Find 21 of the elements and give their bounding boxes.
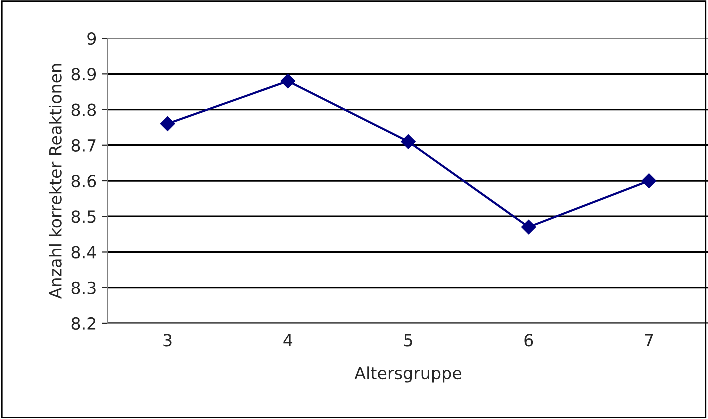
y-axis-title: Anzahl korrekter Reaktionen: [49, 64, 62, 299]
x-axis-title: Altersgruppe: [354, 366, 462, 383]
x-tick-label: 4: [284, 334, 293, 347]
point: [642, 174, 657, 188]
y-tick-label: 8.7: [72, 139, 96, 152]
point: [521, 220, 536, 235]
x-tick-label: 7: [645, 334, 654, 347]
point: [280, 74, 296, 89]
y-tick-label: 8.2: [72, 317, 96, 330]
y-tick-label: 8.9: [72, 68, 96, 81]
point: [160, 116, 176, 132]
y-tick-label: 8.3: [72, 282, 96, 294]
x-tick-label: 6: [524, 334, 534, 347]
y-tick-label: 8.8: [72, 104, 96, 116]
y-tick-label: 8.5: [72, 210, 96, 224]
x-tick-label: 3: [164, 334, 172, 347]
y-tick-label: 8.4: [72, 246, 96, 259]
x-tick-label: 5: [404, 334, 412, 347]
y-tick-label: 9: [88, 32, 96, 46]
y-tick-label: 8.6: [72, 174, 96, 188]
point: [401, 134, 416, 150]
